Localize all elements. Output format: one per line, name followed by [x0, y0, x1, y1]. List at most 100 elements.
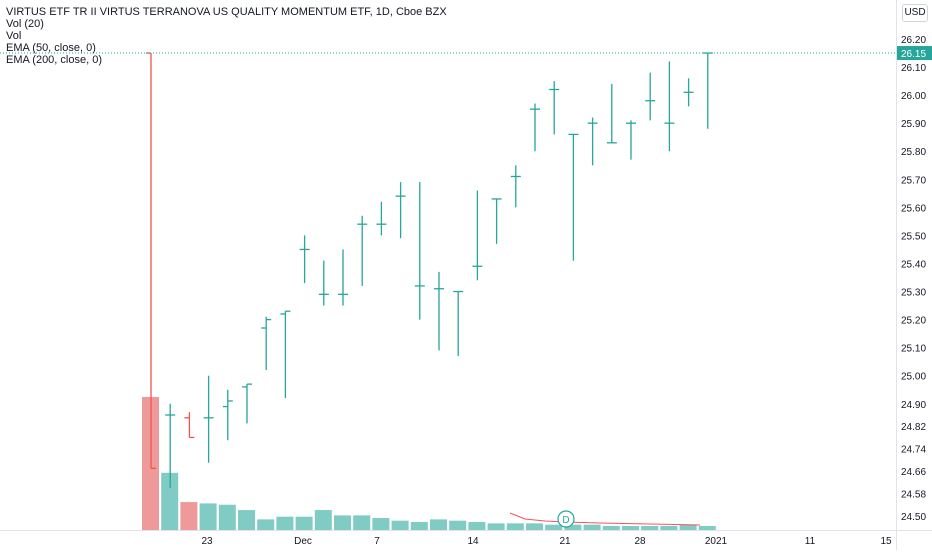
price-tick-label: 25.40	[901, 259, 926, 270]
price-tick-label: 24.66	[901, 467, 926, 478]
volume-bar	[314, 510, 332, 530]
volume-bar	[276, 516, 294, 530]
ohlc-bar[interactable]	[510, 165, 521, 208]
time-tick-label: 15	[880, 536, 892, 547]
ohlc-bar[interactable]	[549, 81, 560, 135]
volume-bar	[430, 519, 447, 530]
price-tick-label: 24.74	[901, 445, 926, 456]
volume-bar	[372, 518, 390, 530]
dividend-marker-label: D	[562, 515, 569, 526]
price-tick-label: 25.00	[901, 372, 926, 383]
time-tick-label: 7	[374, 536, 380, 547]
time-tick-label: 11	[805, 536, 816, 547]
ohlc-bar[interactable]	[645, 72, 656, 121]
ohlc-bar[interactable]	[587, 117, 598, 166]
ohlc-bar[interactable]	[338, 249, 348, 306]
volume-bar	[622, 526, 639, 530]
ohlc-bar[interactable]	[702, 52, 713, 129]
volume-bar	[410, 522, 428, 530]
volume-bar	[161, 472, 179, 530]
ohlc-bar[interactable]	[434, 271, 444, 351]
volume-bar	[218, 504, 236, 530]
volume-bar	[564, 524, 582, 530]
time-tick-label: Dec	[294, 536, 312, 547]
volume-bar	[334, 515, 351, 530]
chart-legend: VIRTUS ETF TR II VIRTUS TERRANOVA US QUA…	[6, 6, 447, 66]
price-tick-label: 25.50	[901, 231, 926, 242]
symbol-title[interactable]: VIRTUS ETF TR II VIRTUS TERRANOVA US QUA…	[6, 6, 447, 18]
ohlc-bar[interactable]	[568, 133, 579, 261]
price-tick-label: 26.00	[901, 91, 926, 102]
volume-bar	[660, 526, 678, 530]
time-tick-label: 14	[467, 536, 479, 547]
ohlc-bar[interactable]	[280, 310, 291, 399]
volume-bar	[641, 526, 659, 530]
price-tick-label: 24.90	[901, 400, 926, 411]
volume-bar	[583, 524, 601, 530]
last-price-label: 26.15	[901, 49, 926, 60]
ohlc-bar[interactable]	[664, 61, 675, 152]
ema-line	[509, 512, 701, 526]
ohlc-bar[interactable]	[203, 375, 214, 463]
price-tick-label: 25.10	[901, 344, 926, 355]
ohlc-bar[interactable]	[491, 198, 502, 244]
volume-bar	[506, 523, 524, 530]
ohlc-bar[interactable]	[242, 383, 252, 424]
price-tick-label: 24.58	[901, 490, 926, 501]
ohlc-bar[interactable]	[626, 120, 636, 160]
time-tick-label: 28	[634, 536, 646, 547]
ohlc-bar[interactable]	[472, 190, 483, 281]
volume-bar	[679, 524, 697, 530]
price-tick-label: 24.82	[901, 422, 926, 433]
volume-bar	[449, 520, 467, 530]
volume-bar	[468, 522, 486, 530]
price-tick-label: 24.50	[901, 512, 926, 523]
volume-bar	[257, 519, 275, 530]
volume-bar	[238, 510, 255, 530]
price-tick-label: 25.80	[901, 147, 926, 158]
volume-bar	[545, 524, 563, 530]
volume-bar	[180, 502, 198, 530]
ohlc-bar[interactable]	[299, 235, 310, 284]
volume-bar	[199, 503, 217, 530]
indicator-ema-200[interactable]: EMA (200, close, 0)	[6, 54, 102, 66]
time-tick-label: 2021	[705, 536, 728, 547]
currency-button[interactable]: USD	[902, 4, 928, 22]
dividend-marker-circle[interactable]	[557, 510, 575, 528]
price-tick-label: 25.30	[901, 288, 926, 299]
ohlc-bar[interactable]	[606, 83, 617, 144]
indicator-vol[interactable]: Vol	[6, 30, 22, 42]
ohlc-bar[interactable]	[453, 290, 464, 357]
price-tick-label: 26.10	[901, 63, 926, 74]
ohlc-bar[interactable]	[395, 182, 406, 239]
volume-bar	[602, 526, 620, 530]
ohlc-bar[interactable]	[318, 260, 329, 306]
ohlc-bar[interactable]	[376, 201, 387, 236]
volume-bar	[391, 520, 409, 530]
volume-bar	[295, 516, 313, 530]
ohlc-bar[interactable]	[683, 78, 694, 107]
time-tick-label: 21	[559, 536, 571, 547]
price-tick-label: 25.70	[901, 175, 926, 186]
ohlc-bar[interactable]	[222, 389, 233, 441]
time-tick-label: 23	[201, 536, 213, 547]
volume-bar	[353, 515, 371, 530]
last-price-badge	[897, 46, 932, 61]
ohlc-bar[interactable]	[530, 103, 540, 152]
ohlc-bar[interactable]	[414, 182, 425, 320]
volume-bar	[526, 523, 543, 530]
ohlc-bar[interactable]	[184, 412, 195, 439]
price-tick-label: 26.20	[901, 35, 926, 46]
price-tick-label: 25.90	[901, 119, 926, 130]
price-tick-label: 25.60	[901, 203, 926, 214]
price-tick-label: 25.20	[901, 316, 926, 327]
indicator-vol-20[interactable]: Vol (20)	[6, 18, 44, 30]
volume-bar	[487, 523, 505, 530]
volume-bar	[698, 526, 716, 530]
indicator-ema-50[interactable]: EMA (50, close, 0)	[6, 42, 96, 54]
ohlc-bar[interactable]	[261, 316, 272, 371]
ohlc-bar[interactable]	[357, 215, 368, 286]
ohlc-bar[interactable]	[165, 403, 176, 488]
